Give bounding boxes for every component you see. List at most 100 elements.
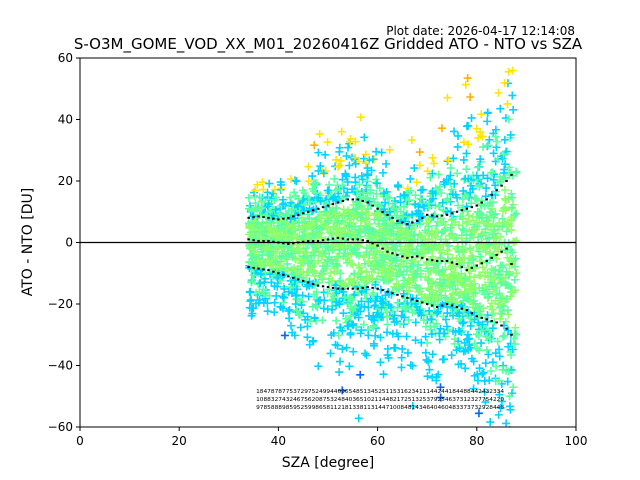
data-point [312, 288, 321, 297]
data-point [410, 224, 419, 233]
y-tick-label: −40 [48, 359, 73, 373]
data-point [293, 264, 302, 273]
data-point [512, 236, 521, 245]
data-point [346, 329, 355, 338]
data-point [450, 339, 459, 348]
data-point [477, 339, 486, 348]
data-point [249, 225, 258, 234]
data-point [383, 344, 392, 353]
data-point [417, 231, 426, 240]
data-point [279, 200, 288, 209]
data-point [363, 183, 372, 192]
data-point [475, 271, 484, 280]
data-point [454, 272, 463, 281]
data-point [476, 199, 485, 208]
data-point [435, 278, 444, 287]
data-point [509, 334, 518, 343]
data-point [411, 191, 420, 200]
data-point [297, 301, 306, 310]
data-point [301, 244, 310, 253]
data-point [483, 285, 492, 294]
data-point [284, 207, 293, 216]
data-point [434, 307, 443, 316]
data-point [453, 201, 462, 210]
data-point [504, 281, 513, 290]
data-point [454, 247, 463, 256]
data-point [448, 190, 457, 199]
data-point [504, 220, 513, 229]
data-point [274, 221, 283, 230]
data-point [475, 219, 484, 228]
data-point [263, 188, 272, 197]
data-point [485, 289, 494, 298]
data-point [382, 159, 391, 168]
data-point [349, 347, 358, 356]
data-point [292, 306, 301, 315]
data-point [285, 305, 294, 314]
data-point [392, 280, 401, 289]
data-point [390, 311, 399, 320]
data-point [365, 275, 374, 284]
data-point [338, 181, 347, 190]
y-tick-label: 0 [65, 236, 73, 250]
data-point [495, 345, 504, 354]
data-point [323, 200, 332, 209]
data-point [436, 253, 445, 262]
data-point [461, 346, 470, 355]
data-point [454, 326, 463, 335]
data-point [436, 324, 445, 333]
data-point [355, 180, 364, 189]
data-point [493, 337, 502, 346]
x-tick-label: 0 [76, 434, 84, 448]
data-point [415, 215, 424, 224]
data-point [332, 301, 341, 310]
data-point [509, 105, 518, 114]
data-point [439, 355, 448, 364]
data-point [406, 263, 415, 272]
data-point [404, 287, 413, 296]
data-point [417, 338, 426, 347]
data-point [495, 390, 504, 399]
data-point [491, 132, 500, 141]
data-point [356, 113, 365, 122]
data-point [399, 202, 408, 211]
data-point [311, 178, 320, 187]
data-point [510, 275, 519, 284]
data-point [304, 162, 313, 171]
data-point [334, 228, 343, 237]
data-point [298, 223, 307, 232]
data-point [446, 296, 455, 305]
data-point [422, 228, 431, 237]
data-point [314, 166, 323, 175]
data-point [256, 270, 265, 279]
data-point [462, 219, 471, 228]
data-point [408, 402, 417, 411]
data-point [443, 196, 452, 205]
data-point [431, 265, 440, 274]
y-tick-label: 20 [58, 174, 73, 188]
data-point [348, 320, 357, 329]
data-point [478, 132, 487, 141]
data-point [270, 308, 279, 317]
data-point [305, 214, 314, 223]
data-point [456, 288, 465, 297]
y-axis-label: ATO - NTO [DU] [20, 188, 36, 296]
data-point [428, 153, 437, 162]
data-point [286, 193, 295, 202]
data-point [469, 216, 478, 225]
data-point [495, 352, 504, 361]
data-point [462, 149, 471, 158]
data-point [376, 333, 385, 342]
data-point [316, 217, 325, 226]
data-point [459, 186, 468, 195]
data-point [360, 251, 369, 260]
data-point [487, 225, 496, 234]
data-point [435, 329, 444, 338]
data-point [379, 370, 388, 379]
plot-date: Plot date: 2026-04-17 12:14:08 [386, 24, 575, 38]
count-row: 9785888985952599865811218133811314471008… [256, 405, 505, 411]
data-point [375, 184, 384, 193]
data-point [350, 276, 359, 285]
data-point [435, 243, 444, 252]
